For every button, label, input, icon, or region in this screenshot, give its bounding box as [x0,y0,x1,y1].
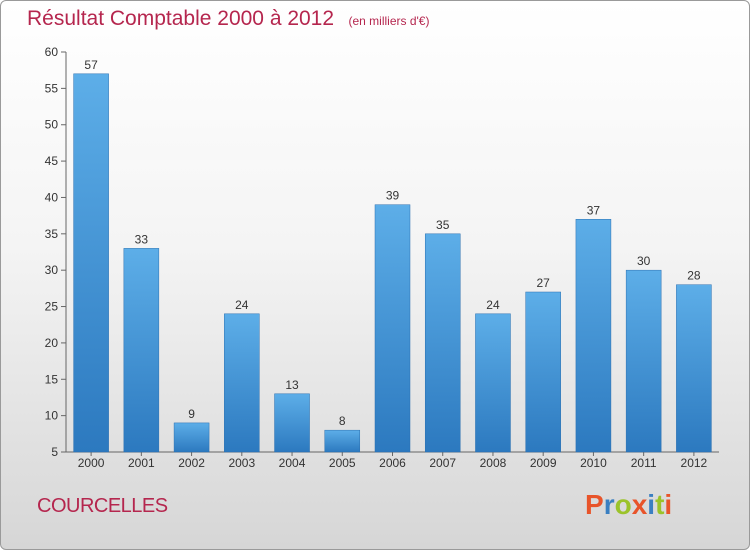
y-tick: 15 [45,372,66,386]
bar-2010 [575,219,612,453]
value-label-2003: 24 [235,298,249,312]
y-tick: 55 [45,81,66,95]
x-tick-label-2003: 2003 [228,456,255,470]
y-tick-label: 45 [45,154,59,168]
y-tick-label: 25 [45,300,59,314]
y-tick-label: 60 [45,45,59,59]
value-label-2009: 27 [537,276,551,290]
logo-letter: i [647,489,656,520]
bar-2003 [224,313,260,453]
x-tick-label-2000: 2000 [78,456,105,470]
logo-letter: P [585,489,604,520]
value-label-2002: 9 [188,407,195,421]
bar-2001 [123,248,160,453]
x-tick-label-2011: 2011 [631,456,657,470]
y-axis: 5 10 15 20 25 30 35 40 45 50 55 60 [45,45,67,459]
y-tick-label: 40 [45,190,59,204]
logo-letter: r [603,489,615,520]
bar-2011 [625,269,662,453]
value-label-2000: 57 [84,58,98,72]
chart-title: Résultat Comptable 2000 à 2012 [27,7,335,30]
y-tick-label: 5 [51,445,58,459]
bar-2007 [424,233,461,453]
x-tick-label-2004: 2004 [279,456,306,470]
x-tick-label-2010: 2010 [580,456,607,470]
y-tick: 35 [45,227,66,241]
bar-2006 [374,204,411,453]
bar-2002 [173,422,210,453]
bar-2000 [73,73,109,453]
value-label-2004: 13 [285,378,299,392]
y-tick-label: 35 [45,227,59,241]
y-tick-label: 55 [45,81,59,95]
x-tick-label-2009: 2009 [530,456,557,470]
x-tick-label-2005: 2005 [329,456,356,470]
proxiti-logo: Proxiti [585,489,672,521]
logo-letter: t [655,489,665,520]
y-tick-label: 15 [45,372,59,386]
place-name: COURCELLES [37,495,168,517]
y-tick-label: 10 [45,409,59,423]
value-label-2010: 37 [587,203,601,217]
x-tick-label-2006: 2006 [379,456,406,470]
value-label-2001: 33 [135,232,149,246]
x-tick-label-2001: 2001 [128,456,155,470]
bar-2012 [676,284,712,453]
bar-2009 [525,291,561,453]
x-tick-label-2002: 2002 [178,456,205,470]
y-tick: 25 [45,300,66,314]
x-axis: 2000 2001 2002 2003 2004 2005 2006 2007 2008 2009… [66,451,719,470]
y-tick: 30 [45,263,66,277]
x-tick-label-2007: 2007 [429,456,456,470]
y-tick: 10 [45,409,66,423]
y-tick: 60 [45,45,66,59]
y-tick: 5 [51,445,66,459]
bar-2004 [274,393,310,453]
bar-2008 [475,313,511,453]
y-tick: 45 [45,154,66,168]
bars: 57 33 9 24 13 8 39 35 24 27 37 30 28 [73,58,712,453]
y-tick: 20 [45,336,66,350]
value-label-2005: 8 [339,414,346,428]
bar-2005 [324,429,361,453]
value-label-2012: 28 [687,269,701,283]
value-label-2006: 39 [386,189,400,203]
y-tick: 50 [45,118,66,132]
y-tick: 40 [45,190,66,204]
logo-letter: o [614,489,632,520]
logo-letter: x [631,489,648,520]
logo-letter: i [664,489,673,520]
chart-unit: (en milliers d'€) [348,14,430,28]
value-label-2008: 24 [486,298,500,312]
value-label-2007: 35 [436,218,450,232]
y-tick-label: 50 [45,118,59,132]
y-tick-label: 30 [45,263,59,277]
x-tick-label-2008: 2008 [480,456,507,470]
value-label-2011: 30 [637,254,651,268]
x-tick-label-2012: 2012 [681,456,708,470]
chart-title-group: Résultat Comptable 2000 à 2012 (en milli… [27,7,429,31]
y-tick-label: 20 [45,336,59,350]
